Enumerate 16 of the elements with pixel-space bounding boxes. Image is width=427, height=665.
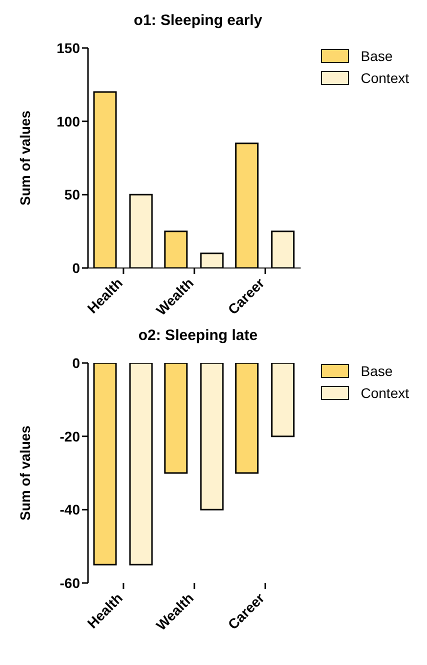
y-tick-label: 0 bbox=[72, 354, 80, 371]
y-tick-label: 150 bbox=[56, 40, 80, 56]
y-tick-label: -20 bbox=[60, 428, 80, 444]
y-axis-title: Sum of values bbox=[16, 425, 33, 520]
chart-title: o1: Sleeping early bbox=[132, 12, 264, 29]
y-tick-label: 50 bbox=[64, 186, 80, 203]
y-tick-label: 100 bbox=[56, 113, 80, 130]
y-tick-label: -40 bbox=[60, 502, 80, 518]
y-axis-title: Sum of values bbox=[16, 110, 33, 206]
legend-label: Base bbox=[360, 363, 394, 379]
y-tick-label: 0 bbox=[72, 260, 80, 276]
legend-label: Context bbox=[360, 70, 409, 86]
legend-label: Base bbox=[360, 48, 394, 64]
legend-label: Context bbox=[360, 385, 409, 401]
y-tick-label: -60 bbox=[60, 574, 80, 591]
chart-title: o2: Sleeping late bbox=[137, 327, 259, 344]
